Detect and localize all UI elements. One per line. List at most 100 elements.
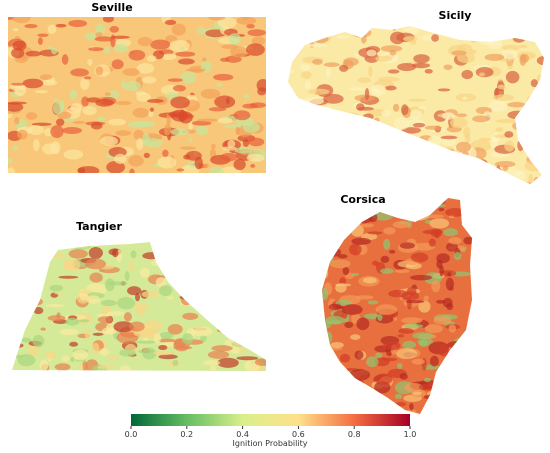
map-texture [409,403,414,411]
map-texture [12,279,19,285]
map-texture [222,146,238,151]
map-texture [25,50,42,57]
map-texture [398,328,414,334]
map-texture [394,269,410,274]
map-texture [383,238,391,250]
map-texture [390,409,406,413]
map-texture [16,264,26,270]
map-texture [160,250,169,258]
map-texture [68,249,88,259]
map-texture [214,95,236,109]
maps [8,17,544,414]
map-texture [198,242,220,244]
panel-title: Corsica [340,193,385,206]
map-texture [158,285,173,297]
map-texture [461,166,471,173]
map-texture [424,146,431,152]
map-texture [171,23,186,36]
map-texture [42,246,51,256]
map-texture [504,140,515,152]
map-texture [402,340,417,349]
map-texture [490,167,500,173]
map-texture [389,49,397,56]
map-texture [181,333,194,345]
map-texture [12,245,25,255]
map-texture [348,87,367,91]
map-texture [451,50,467,56]
map-texture [27,125,45,135]
map-texture [388,289,409,298]
map-texture [436,152,445,158]
map-texture [441,112,456,120]
map-texture [89,272,103,283]
map-texture [524,160,544,172]
map-texture [288,115,296,129]
map-texture [378,179,393,184]
map-texture [431,280,441,293]
map-texture [458,179,478,184]
map-texture [86,295,101,304]
map-texture [37,37,43,46]
map-texture [300,71,312,79]
map-texture [230,46,248,58]
map-texture [97,316,113,323]
map-texture [337,409,351,414]
map-texture [21,246,33,258]
map-texture [88,247,103,259]
map-texture [504,131,514,138]
map-texture [318,181,336,184]
map-texture [77,167,86,173]
map-texture [213,73,234,81]
map-texture [396,348,418,360]
map-texture [531,135,544,140]
map-texture [349,243,362,256]
map-texture [12,145,19,151]
map-texture [12,258,26,264]
map-texture [166,263,189,268]
map-texture [95,32,103,38]
map-texture [409,170,427,184]
map-texture [445,242,458,252]
map-texture [322,313,325,318]
map-texture [176,242,196,247]
map-texture [114,153,127,164]
map-texture [248,242,264,249]
map-texture [40,79,58,86]
map-texture [200,334,207,343]
map-texture [477,35,499,46]
map-texture [456,339,465,349]
map-texture [170,96,190,109]
panel-title: Sicily [439,9,472,22]
map-texture [106,90,120,99]
map-texture [133,129,145,141]
map-texture [172,262,193,275]
map-texture [339,64,349,72]
map-texture [230,297,236,308]
map-texture [232,338,246,346]
map-texture [17,129,28,140]
map-texture [528,174,533,184]
map-texture [450,172,455,176]
map-texture [167,78,183,82]
map-texture [406,143,423,151]
map-texture [180,294,192,306]
map-texture [108,118,127,126]
tick-label: 0.8 [348,430,361,439]
map-texture [129,260,135,273]
map-texture [34,251,42,257]
map-texture [323,93,344,104]
map-texture [437,161,442,172]
map-texture [421,198,436,202]
map-texture [362,113,374,121]
map-texture [431,34,439,42]
map-texture [392,221,411,229]
map-texture [153,248,165,255]
map-texture [33,306,44,315]
map-texture [354,94,376,102]
map-texture [12,277,27,286]
map-texture [80,77,90,91]
map-texture [517,139,524,152]
map-texture [213,317,219,327]
map-texture [433,316,452,325]
map-texture [17,354,36,367]
